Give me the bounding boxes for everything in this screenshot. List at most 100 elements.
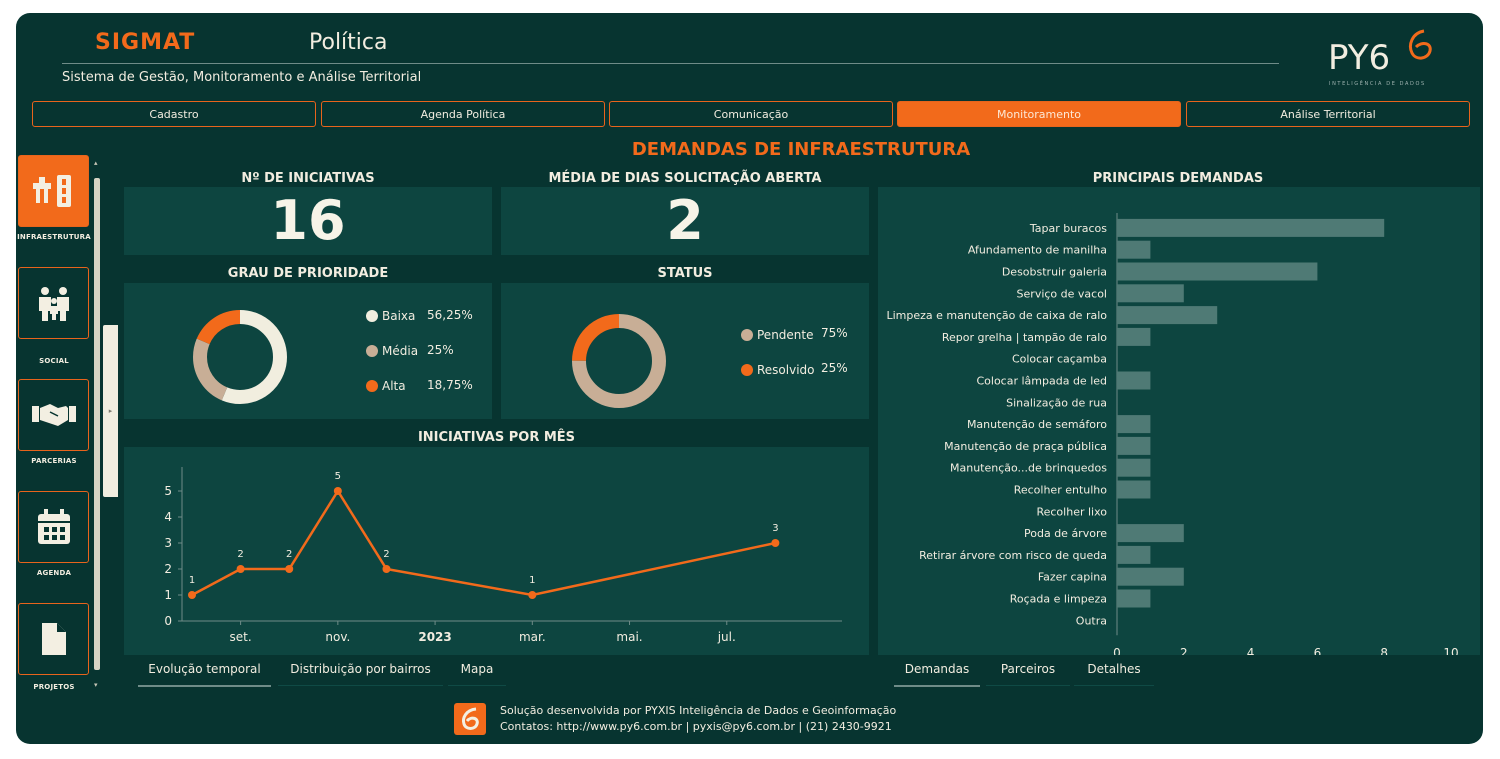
prioridade-legend-baixa: Baixa (366, 309, 415, 323)
prioridade-slice-alta[interactable] (193, 310, 287, 404)
y-tick-label: 1 (164, 588, 172, 602)
py6-tagline: INTELIGÊNCIA DE DADOS (1329, 81, 1426, 87)
kpi-media-dias-title: MÉDIA DE DIAS SOLICITAÇÃO ABERTA (548, 171, 822, 186)
bar[interactable] (1117, 436, 1151, 455)
bar[interactable] (1117, 218, 1385, 237)
bar[interactable] (1117, 284, 1184, 303)
category-label: Manutenção de praça pública (944, 440, 1107, 453)
collapse-sidebar-toggle[interactable]: ▸ (103, 325, 118, 497)
bar[interactable] (1117, 371, 1151, 390)
tab-analise-territorial[interactable]: Análise Territorial (1186, 101, 1470, 127)
data-point[interactable] (188, 591, 196, 599)
data-point[interactable] (236, 565, 245, 573)
x-tick-label: mai. (616, 630, 642, 644)
tab-cadastro[interactable]: Cadastro (32, 101, 316, 127)
document-icon (41, 623, 66, 655)
prioridade-title: GRAU DE PRIORIDADE (227, 266, 389, 281)
pyxis-logo-icon (462, 707, 479, 730)
bar[interactable] (1117, 589, 1151, 608)
y-tick-label: 4 (164, 510, 172, 524)
data-point[interactable] (528, 591, 537, 599)
sidebar-button-parcerias[interactable] (18, 379, 89, 451)
sidebar-label-parcerias: PARCERIAS (31, 457, 77, 465)
prioridade-slice-média[interactable] (193, 310, 287, 404)
kpi-iniciativas-card: 16 (124, 187, 492, 255)
sidebar-button-infraestrutura[interactable] (18, 155, 89, 227)
bar[interactable] (1117, 524, 1184, 543)
sigmat-logo-text: SIGMAT (95, 30, 195, 52)
scroll-up-arrow-icon[interactable]: ▴ (94, 159, 98, 167)
sidebar-button-agenda[interactable] (18, 491, 89, 563)
data-point[interactable] (771, 539, 780, 547)
sidebar-label-projetos: PROJETOS (33, 683, 75, 691)
legend-label: Alta (382, 379, 406, 393)
bar[interactable] (1117, 306, 1218, 325)
tab-demandas[interactable]: Demandas (894, 662, 980, 687)
sidebar-scrollbar[interactable] (94, 178, 100, 670)
family-icon (38, 287, 69, 321)
status-legend-resolvido: Resolvido (741, 363, 815, 377)
bar[interactable] (1117, 458, 1151, 477)
x-tick-label: 8 (1380, 646, 1388, 655)
category-label: Manutenção...de brinquedos (950, 462, 1107, 475)
status-panel: Pendente 75% Resolvido 25% (501, 283, 869, 419)
sidebar-label-social: SOCIAL (39, 357, 69, 365)
tab-parceiros[interactable]: Parceiros (986, 662, 1070, 686)
category-label: Recolher lixo (1036, 505, 1107, 518)
legend-label: Média (382, 344, 419, 358)
data-label: 2 (286, 549, 292, 560)
kpi-iniciativas-title: Nº DE INICIATIVAS (241, 171, 375, 186)
sigmat-logo: SIGMAT (95, 30, 195, 52)
scroll-down-arrow-icon[interactable]: ▾ (94, 681, 98, 689)
x-tick-label: 0 (1113, 646, 1121, 655)
kpi-media-dias-value: 2 (666, 189, 704, 252)
x-tick-label: mar. (519, 630, 546, 644)
category-label: Retirar árvore com risco de queda (919, 549, 1107, 562)
sidebar-button-social[interactable] (18, 267, 89, 339)
bar-chart-title: PRINCIPAIS DEMANDAS (1092, 171, 1264, 186)
bar[interactable] (1117, 545, 1151, 564)
y-tick-label: 5 (164, 484, 172, 498)
data-point[interactable] (285, 565, 294, 573)
line-chart-panel: 0 1 2 3 4 5 set. nov. 2023 mar. mai. jul. 1 2 2 5 2 1 3 (124, 447, 869, 655)
legend-label: Pendente (757, 328, 814, 342)
x-tick-label: set. (230, 630, 252, 644)
legend-dot (741, 364, 753, 376)
data-point[interactable] (382, 565, 391, 573)
chevron-right-icon: ▸ (108, 407, 113, 415)
bar[interactable] (1117, 567, 1184, 586)
sidebar-button-projetos[interactable] (18, 603, 89, 675)
tab-mapa[interactable]: Mapa (448, 662, 506, 686)
x-tick-label: 6 (1314, 646, 1322, 655)
tab-evolucao-temporal[interactable]: Evolução temporal (138, 662, 271, 687)
bar[interactable] (1117, 240, 1151, 259)
tab-distribuicao-bairros[interactable]: Distribuição por bairros (278, 662, 443, 686)
bar[interactable] (1117, 415, 1151, 434)
bar[interactable] (1117, 327, 1151, 346)
tab-comunicacao[interactable]: Comunicação (609, 101, 893, 127)
status-slice-pendente[interactable] (572, 314, 666, 408)
y-tick-label: 0 (164, 614, 172, 628)
sidebar-label-infraestrutura: INFRAESTRUTURA (17, 233, 91, 241)
data-label: 1 (529, 575, 535, 586)
x-tick-label: 2 (1180, 646, 1188, 655)
category-label: Manutenção de semáforo (967, 418, 1107, 431)
prioridade-value-media: 25% (427, 343, 454, 357)
category-label: Tapar buracos (1029, 222, 1107, 235)
category-label: Colocar caçamba (1012, 353, 1107, 366)
footer-credits: Solução desenvolvida por PYXIS Inteligên… (500, 703, 896, 735)
data-label: 2 (383, 549, 389, 560)
footer-line-1: Solução desenvolvida por PYXIS Inteligên… (500, 704, 897, 717)
line-chart-title: INICIATIVAS POR MÊS (417, 430, 576, 445)
bar[interactable] (1117, 480, 1151, 499)
data-point[interactable] (333, 487, 342, 495)
data-label: 3 (772, 523, 778, 534)
tab-monitoramento[interactable]: Monitoramento (897, 101, 1181, 127)
page-title: DEMANDAS DE INFRAESTRUTURA (631, 139, 971, 160)
tab-agenda-politica[interactable]: Agenda Política (321, 101, 605, 127)
bar[interactable] (1117, 262, 1318, 281)
tab-detalhes[interactable]: Detalhes (1074, 662, 1154, 686)
prioridade-panel: Baixa 56,25% Média 25% Alta 18,75% (124, 283, 492, 419)
series-line (191, 488, 776, 597)
legend-dot (366, 345, 378, 357)
